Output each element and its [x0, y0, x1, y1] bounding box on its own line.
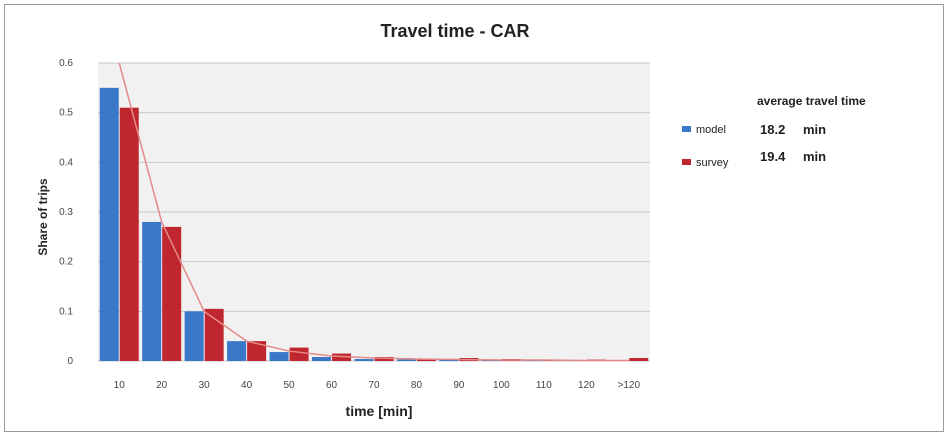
legend-value-model: 18.2	[760, 122, 785, 137]
x-tick-label: 20	[156, 380, 168, 391]
legend-swatch-model	[682, 126, 691, 132]
x-tick-label: 70	[368, 380, 380, 391]
y-tick-label: 0.4	[59, 157, 73, 168]
bar-survey-60	[332, 353, 352, 361]
x-axis-title: time [min]	[346, 403, 413, 419]
y-tick-label: 0	[67, 356, 73, 367]
bar-survey-50	[289, 347, 309, 361]
bar-model-20	[142, 221, 162, 361]
x-tick-label: 40	[241, 380, 253, 391]
x-tick-labels: 10 20 30 40 50 60 70 80 90 100 110 120 >120	[114, 380, 641, 391]
y-tick-labels: 0 0.1 0.2 0.3 0.4 0.5 0.6	[59, 58, 73, 367]
chart-frame: 0 0.1 0.2 0.3 0.4 0.5 0.6 10 20 30 40 50 60 70 80 90 10…	[4, 4, 944, 432]
y-axis-title: Share of trips	[36, 178, 50, 256]
legend-header: average travel time	[757, 94, 866, 108]
y-tick-label: 0.6	[59, 58, 73, 69]
legend-swatch-survey	[682, 159, 691, 165]
y-tick-label: 0.1	[59, 306, 73, 317]
bar-model-40	[227, 341, 247, 361]
chart-title: Travel time - CAR	[380, 21, 529, 41]
x-tick-label: 110	[536, 380, 552, 391]
bar-model-30	[184, 311, 204, 361]
x-tick-label: 100	[493, 380, 510, 391]
x-tick-label: >120	[618, 380, 641, 391]
legend-label-model: model	[696, 124, 726, 136]
trend-polyline	[118, 62, 629, 362]
bar-model-10	[99, 87, 119, 361]
x-tick-label: 80	[411, 380, 423, 391]
y-tick-label: 0.3	[59, 207, 73, 218]
x-tick-label: 50	[284, 380, 296, 391]
bar-survey-70	[374, 357, 394, 361]
x-tick-label: 90	[453, 380, 465, 391]
y-tick-label: 0.5	[59, 108, 73, 119]
x-tick-label: 10	[114, 380, 126, 391]
bar-survey-10	[119, 107, 139, 361]
bar-model-70	[354, 359, 374, 361]
bar-model-80	[396, 359, 416, 361]
bar-chart: 00.10.20.30.40.50.6 10 20 30 40 50 60 70 80 90 10…	[36, 21, 866, 419]
bars	[99, 87, 649, 362]
bar-survey-40	[247, 341, 267, 361]
trend-line	[118, 62, 629, 362]
legend-label-survey: survey	[696, 157, 729, 169]
bar-survey-20	[162, 226, 182, 361]
bar-model-60	[312, 357, 332, 361]
bar-survey->120	[629, 358, 649, 361]
legend-unit-survey: min	[803, 149, 826, 164]
x-tick-label: 60	[326, 380, 338, 391]
bar-model-90	[439, 360, 459, 361]
bar-model-50	[269, 352, 289, 361]
legend-value-survey: 19.4	[760, 149, 786, 164]
x-tick-label: 120	[578, 380, 595, 391]
x-tick-label: 30	[199, 380, 211, 391]
y-tick-label: 0.2	[59, 257, 73, 268]
legend-unit-model: min	[803, 122, 826, 137]
bar-survey-30	[204, 308, 224, 361]
